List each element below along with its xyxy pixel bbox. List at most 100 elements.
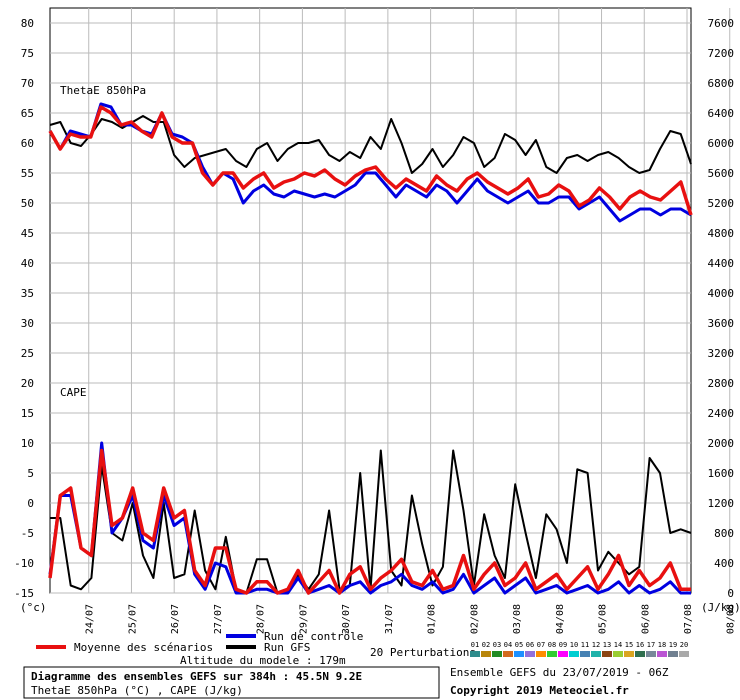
perturbation-id: 16 xyxy=(636,641,644,649)
right-tick-label: 4400 xyxy=(708,257,735,270)
x-tick-label: 25/07 xyxy=(127,604,138,634)
right-tick-label: 5200 xyxy=(708,197,735,210)
perturbation-id: 19 xyxy=(669,641,677,649)
perturbation-swatch xyxy=(536,651,546,657)
perturbation-swatch xyxy=(525,651,535,657)
perturbation-swatch xyxy=(558,651,568,657)
perturbation-swatch xyxy=(503,651,513,657)
perturbation-swatch xyxy=(547,651,557,657)
right-tick-label: 7600 xyxy=(708,17,735,30)
right-tick-label: 1600 xyxy=(708,467,735,480)
left-tick-label: 50 xyxy=(21,197,34,210)
plot-area xyxy=(49,7,692,594)
left-unit: (°c) xyxy=(20,601,47,614)
x-tick-label: 02/08 xyxy=(469,604,480,634)
perturbation-id: 01 xyxy=(471,641,479,649)
left-tick-label: 25 xyxy=(21,347,34,360)
perturbation-id: 20 xyxy=(680,641,688,649)
perturbations-label: 20 Perturbations xyxy=(370,646,476,659)
x-tick-label: 06/08 xyxy=(640,604,651,634)
x-tick-label: 07/08 xyxy=(683,604,694,634)
x-axis: 24/07 25/07 26/07 27/07 28/07 29/07 30/07 31/07… xyxy=(85,604,737,634)
x-tick-label: 30/07 xyxy=(341,604,352,634)
right-tick-label: 2400 xyxy=(708,407,735,420)
x-tick-label: 01/08 xyxy=(427,604,438,634)
run-info: Ensemble GEFS du 23/07/2019 - 06Z xyxy=(450,666,669,679)
left-tick-label: 80 xyxy=(21,17,34,30)
title-box xyxy=(23,666,440,699)
right-tick-label: 800 xyxy=(714,527,734,540)
right-tick-label: 6000 xyxy=(708,137,735,150)
thetae-series-line xyxy=(48,105,693,216)
right-unit: (J/kg) xyxy=(701,601,740,614)
perturbation-id: 02 xyxy=(482,641,490,649)
perturbation-swatch xyxy=(679,651,689,657)
perturbation-swatch xyxy=(613,651,623,657)
left-tick-label: -15 xyxy=(14,587,34,600)
copyright: Copyright 2019 Meteociel.fr xyxy=(450,684,629,697)
left-tick-label: 70 xyxy=(21,77,34,90)
perturbation-swatch xyxy=(657,651,667,657)
right-tick-label: 6400 xyxy=(708,107,735,120)
perturbation-id: 12 xyxy=(592,641,600,649)
left-tick-label: 75 xyxy=(21,47,34,60)
perturbation-swatch xyxy=(602,651,612,657)
perturbation-id: 09 xyxy=(559,641,567,649)
right-tick-label: 1200 xyxy=(708,497,735,510)
x-tick-label: 27/07 xyxy=(213,604,224,634)
x-tick-label: 03/08 xyxy=(512,604,523,634)
perturbation-swatch xyxy=(492,651,502,657)
perturbation-id: 15 xyxy=(625,641,633,649)
right-tick-label: 0 xyxy=(727,587,734,600)
legend-mean-label: Moyenne des scénarios xyxy=(74,641,213,654)
right-tick-label: 2000 xyxy=(708,437,735,450)
perturbation-swatch xyxy=(580,651,590,657)
perturbation-swatch xyxy=(646,651,656,657)
left-tick-label: 55 xyxy=(21,167,34,180)
perturbation-id: 03 xyxy=(493,641,501,649)
x-tick-label: 24/07 xyxy=(85,604,96,634)
left-tick-label: 65 xyxy=(21,107,34,120)
perturbation-id: 07 xyxy=(537,641,545,649)
left-tick-label: 20 xyxy=(21,377,34,390)
perturbation-id: 05 xyxy=(515,641,523,649)
right-tick-label: 400 xyxy=(714,557,734,570)
perturbation-swatch xyxy=(481,651,491,657)
x-tick-label: 26/07 xyxy=(170,604,181,634)
footer-subtitle: ThetaE 850hPa (°C) , CAPE (J/kg) xyxy=(31,684,243,697)
x-tick-label: 29/07 xyxy=(298,604,309,634)
left-tick-label: 35 xyxy=(21,287,34,300)
right-tick-label: 6800 xyxy=(708,77,735,90)
perturbation-swatch xyxy=(514,651,524,657)
perturbation-id: 17 xyxy=(647,641,655,649)
left-tick-label: 30 xyxy=(21,317,34,330)
perturbation-id: 06 xyxy=(526,641,534,649)
right-tick-label: 7200 xyxy=(708,47,735,60)
right-tick-label: 2800 xyxy=(708,377,735,390)
perturbation-swatch xyxy=(668,651,678,657)
perturbation-swatch xyxy=(569,651,579,657)
left-tick-label: 15 xyxy=(21,407,34,420)
perturbation-legend: 01 02 03 04 05 06 07 08 09 10 11 12 13 14 15 16 17 18 19 20 xyxy=(470,641,689,657)
right-tick-label: 4800 xyxy=(708,227,735,240)
right-tick-label: 3200 xyxy=(708,347,735,360)
left-tick-label: 45 xyxy=(21,227,34,240)
legend-control-label: Run de contrôle xyxy=(264,630,363,643)
x-tick-label: 08/08 xyxy=(726,604,737,634)
right-axis: 7600720068006400600056005200480044004000… xyxy=(708,17,735,600)
right-tick-label: 4000 xyxy=(708,287,735,300)
left-tick-label: -5 xyxy=(21,527,34,540)
grid xyxy=(50,8,731,594)
series-layer xyxy=(48,102,693,595)
perturbation-swatch xyxy=(624,651,634,657)
x-tick-label: 05/08 xyxy=(598,604,609,634)
x-tick-label: 04/08 xyxy=(555,604,566,634)
x-tick-label: 28/07 xyxy=(256,604,267,634)
right-tick-label: 5600 xyxy=(708,167,735,180)
perturbation-swatch xyxy=(591,651,601,657)
legend-gfs-label: Run GFS xyxy=(264,641,310,654)
perturbation-id: 13 xyxy=(603,641,611,649)
perturbation-id: 18 xyxy=(658,641,666,649)
perturbation-id: 14 xyxy=(614,641,622,649)
perturbation-swatch xyxy=(470,651,480,657)
